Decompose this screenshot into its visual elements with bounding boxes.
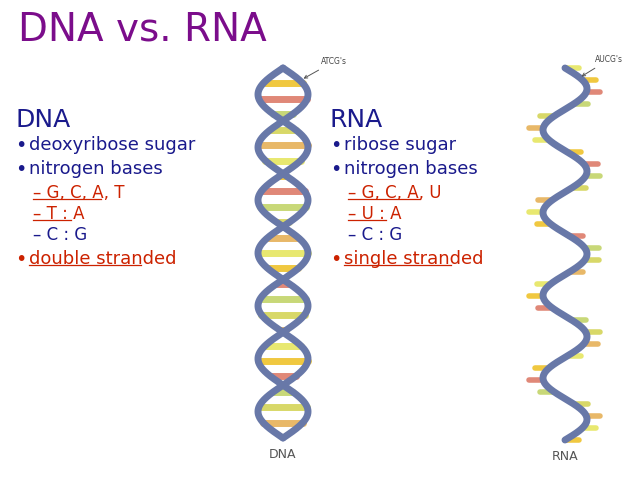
Text: RNA: RNA [330,108,383,132]
Text: •: • [330,160,341,179]
Text: •: • [15,160,26,179]
Text: ATCG's: ATCG's [304,57,347,78]
Text: •: • [15,136,26,155]
Text: •: • [330,250,341,269]
Text: AUCG's: AUCG's [582,55,623,76]
Text: RNA: RNA [552,450,578,463]
Text: – G, C, A, T: – G, C, A, T [33,184,124,202]
Text: •: • [15,250,26,269]
Text: DNA: DNA [269,448,297,461]
Text: DNA vs. RNA: DNA vs. RNA [18,10,267,48]
Text: nitrogen bases: nitrogen bases [344,160,478,178]
Text: – T : A: – T : A [33,205,84,223]
Text: deoxyribose sugar: deoxyribose sugar [29,136,195,154]
Text: – C : G: – C : G [33,226,87,244]
Text: – U : A: – U : A [348,205,401,223]
Text: single stranded: single stranded [344,250,484,268]
Text: ribose sugar: ribose sugar [344,136,456,154]
Text: DNA: DNA [15,108,70,132]
Text: •: • [330,136,341,155]
Text: double stranded: double stranded [29,250,177,268]
Text: – G, C, A, U: – G, C, A, U [348,184,441,202]
Text: nitrogen bases: nitrogen bases [29,160,163,178]
Text: – C : G: – C : G [348,226,402,244]
